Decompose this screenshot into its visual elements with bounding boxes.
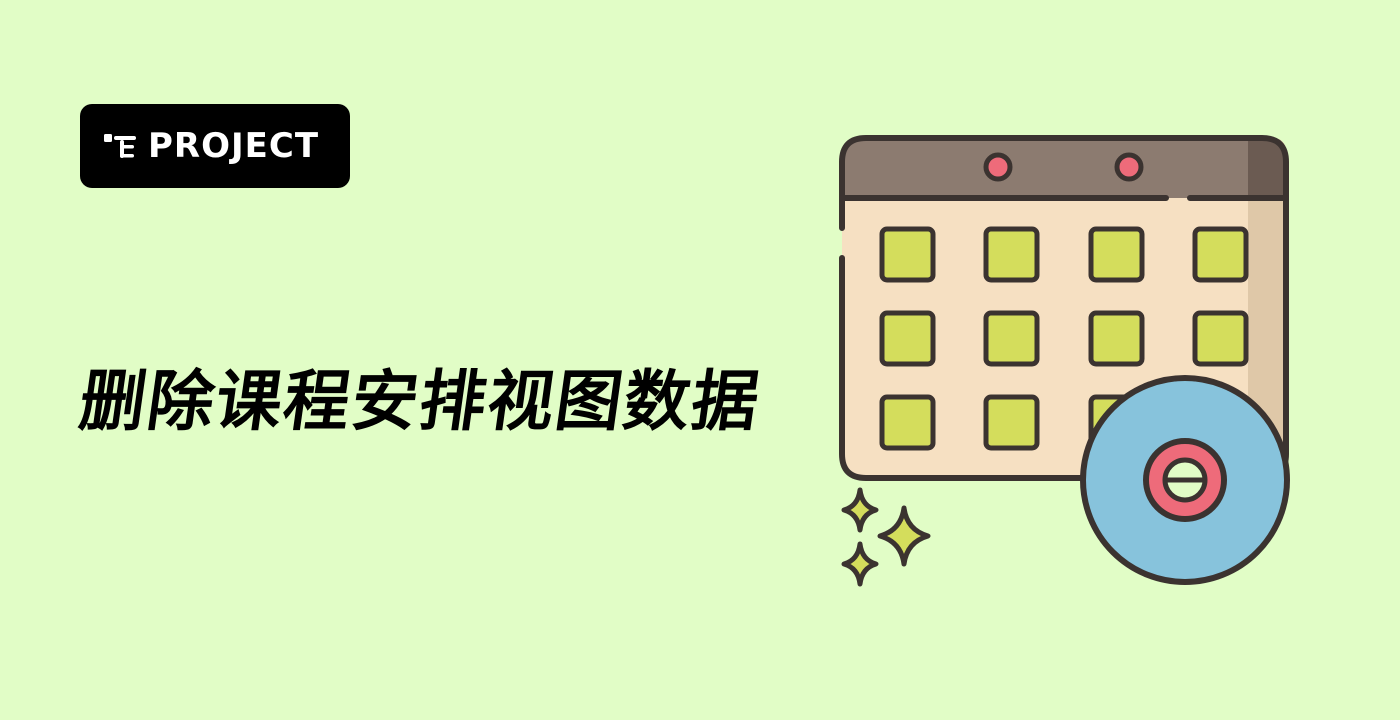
page-title: 删除课程安排视图数据 (74, 363, 766, 440)
project-tree-icon (104, 134, 136, 158)
project-badge: PROJECT (80, 104, 350, 188)
calendar-day-cells (879, 226, 1249, 451)
disc-icon (1080, 375, 1290, 585)
calendar-disc-icon (839, 135, 1290, 587)
sparkle-icons (841, 487, 931, 587)
project-badge-label: PROJECT (148, 126, 320, 166)
